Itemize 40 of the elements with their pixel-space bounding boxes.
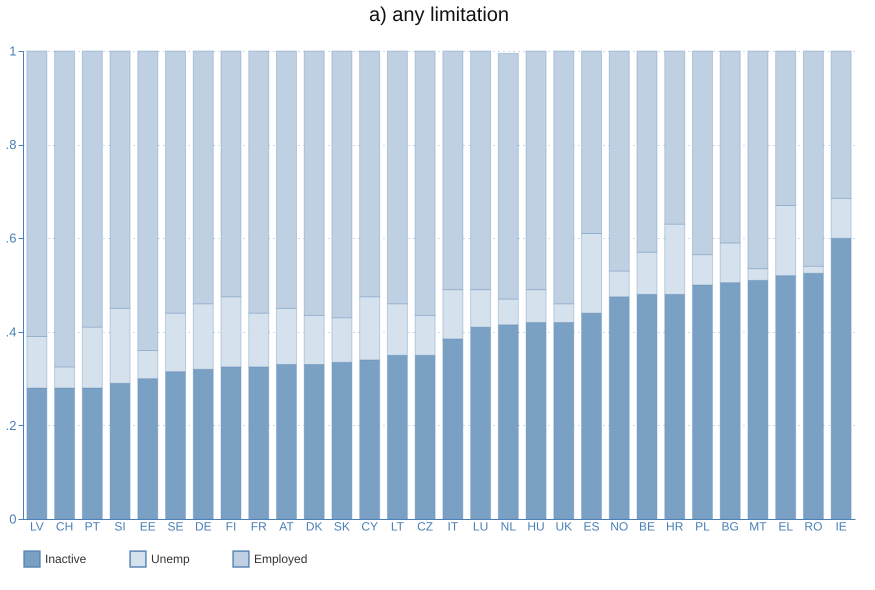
x-tick-label: LV: [30, 520, 44, 534]
x-tick-label: ES: [584, 520, 600, 534]
x-tick-label: DE: [194, 520, 212, 534]
y-tick-label: 0: [9, 512, 16, 526]
x-tick-label: EE: [140, 520, 156, 534]
x-tick-label: BG: [722, 520, 739, 534]
x-tick-label: DK: [306, 520, 323, 534]
x-tick-label: PT: [84, 520, 101, 534]
x-tick-label: FR: [250, 520, 268, 534]
legend-label: Employed: [254, 552, 308, 566]
x-tick-label: UK: [555, 520, 572, 534]
x-tick-label: LU: [472, 520, 488, 534]
x-tick-label: HR: [666, 520, 684, 534]
y-tick-label: .4: [6, 324, 16, 340]
x-tick-label: SE: [168, 520, 184, 534]
x-tick-label: RO: [804, 520, 822, 534]
x-tick-label: HU: [527, 520, 545, 534]
x-tick-label: CZ: [417, 520, 434, 534]
x-tick-label: MT: [749, 520, 768, 534]
legend-label: Unemp: [151, 552, 190, 566]
y-tick-label: .6: [6, 230, 16, 246]
x-tick-label: IE: [835, 520, 847, 534]
x-tick-label: EL: [778, 520, 794, 534]
x-tick-label: BE: [638, 520, 656, 534]
y-tick-label: .2: [6, 418, 16, 433]
x-tick-label: CH: [56, 520, 74, 534]
x-tick-label: CY: [361, 520, 378, 534]
x-tick-label: SK: [334, 520, 350, 534]
x-tick-label: IT: [448, 520, 459, 534]
x-tick-label: PL: [695, 520, 710, 534]
y-tick-label: 1: [9, 44, 16, 58]
x-tick-label: FI: [226, 520, 236, 534]
legend-label: Inactive: [45, 552, 87, 566]
x-tick-label: NL: [500, 520, 516, 534]
x-tick-label: LT: [390, 520, 405, 534]
chart-title: a) any limitation: [368, 4, 510, 26]
x-tick-label: SI: [114, 520, 126, 534]
x-tick-label: AT: [279, 520, 294, 534]
y-tick-label: .8: [6, 137, 16, 152]
x-tick-label: NO: [610, 520, 628, 534]
